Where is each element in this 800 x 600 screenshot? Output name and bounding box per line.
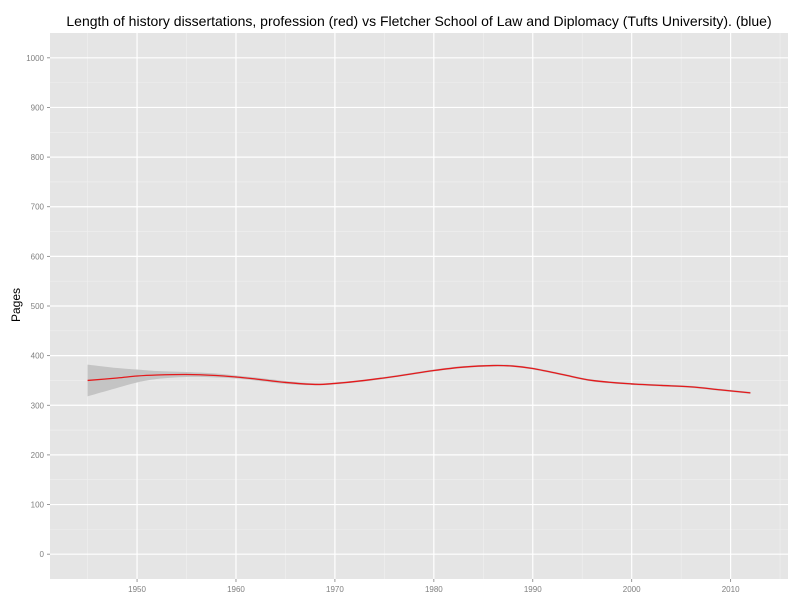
x-tick-label: 2010: [722, 585, 740, 594]
y-tick-label: 1000: [26, 54, 44, 63]
chart-title: Length of history dissertations, profess…: [66, 13, 772, 29]
y-tick-label: 500: [31, 302, 45, 311]
x-tick-label: 1960: [227, 585, 245, 594]
x-tick-label: 2000: [623, 585, 641, 594]
y-tick-label: 300: [31, 401, 45, 410]
x-tick-label: 1990: [524, 585, 542, 594]
x-tick-label: 1950: [128, 585, 146, 594]
x-tick-label: 1980: [425, 585, 443, 594]
y-tick-label: 200: [31, 451, 45, 460]
y-tick-label: 800: [31, 153, 45, 162]
x-axis-ticks: 1950 1960 1970 1980 1990 2000 2010: [128, 579, 740, 594]
y-tick-label: 100: [31, 501, 45, 510]
major-gridlines: [50, 33, 788, 579]
y-axis-ticks: 0 100 200 300 400 500 600 700 800 900 1000: [26, 54, 50, 559]
x-tick-label: 1970: [326, 585, 344, 594]
y-tick-label: 400: [31, 352, 45, 361]
y-tick-label: 900: [31, 103, 45, 112]
y-tick-label: 0: [40, 550, 45, 559]
y-tick-label: 600: [31, 252, 45, 261]
series-layer: [87, 364, 751, 397]
series-line-profession: [87, 364, 751, 394]
y-tick-label: 700: [31, 203, 45, 212]
